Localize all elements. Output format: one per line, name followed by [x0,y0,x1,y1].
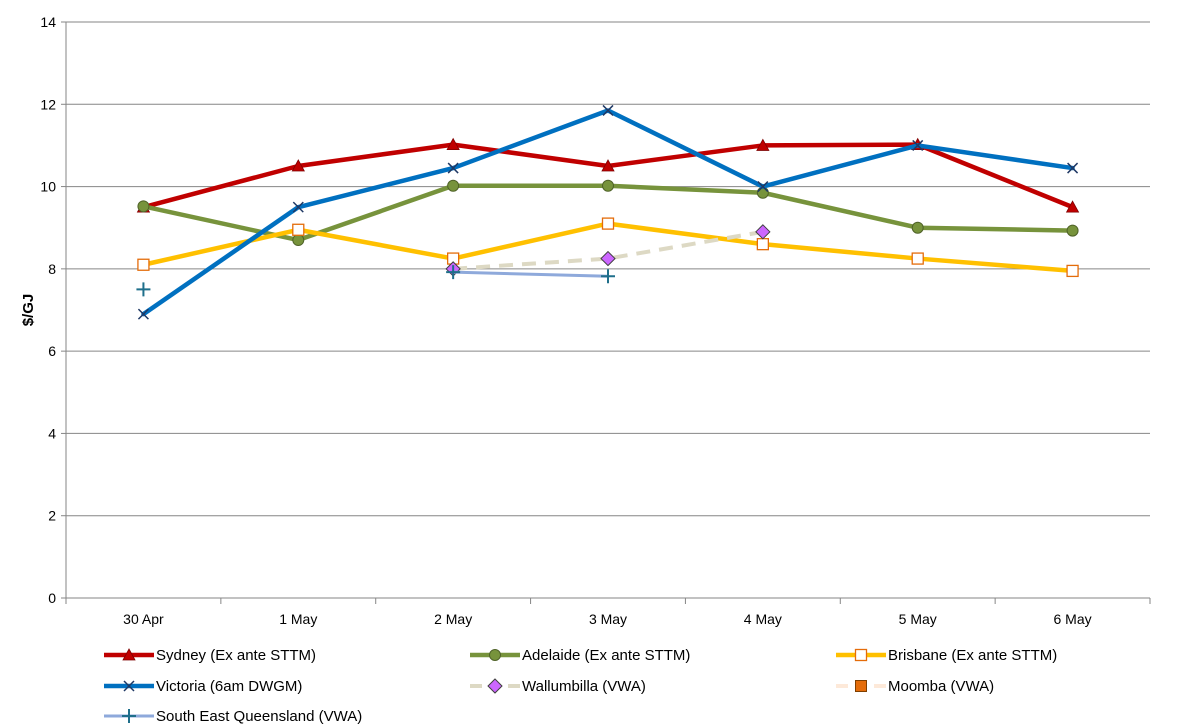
legend-label: Adelaide (Ex ante STTM) [522,647,690,664]
y-tick-label: 10 [40,179,56,195]
gridlines [66,21,1150,517]
data-point [292,201,304,213]
series-line [141,142,1075,210]
series-6 [136,265,615,297]
legend-item: Moomba (VWA) [836,678,994,695]
data-point [137,258,150,271]
y-tick-label: 14 [40,14,56,30]
x-tick-label: 6 May [1054,611,1092,627]
data-point [602,179,614,192]
series-1 [137,179,1079,247]
series-2 [137,217,1079,278]
data-point [1065,200,1080,213]
x-tick-label: 30 Apr [123,611,164,627]
x-tick-label: 3 May [589,611,627,627]
series-line [141,108,1075,317]
legend-item: Sydney (Ex ante STTM) [104,647,316,664]
legend-item: Wallumbilla (VWA) [470,678,646,695]
legend-item: Victoria (6am DWGM) [104,678,302,695]
data-point [1067,162,1079,174]
data-point [601,269,615,284]
legend-swatch-marker [122,709,136,723]
data-point [601,217,615,230]
legend-label: Moomba (VWA) [888,678,994,695]
y-tick-label: 6 [48,343,56,359]
y-tick-label: 4 [48,425,56,441]
data-point [601,159,615,172]
data-point [136,282,151,297]
series-line [453,229,764,271]
data-point [292,223,305,236]
x-tick-label: 1 May [279,611,317,627]
data-point [447,162,459,174]
data-point [756,138,770,151]
data-point [755,224,771,240]
legend-item: South East Queensland (VWA) [104,708,362,725]
series-lines [136,104,1080,320]
data-point [1066,264,1079,278]
legend-label: Sydney (Ex ante STTM) [156,647,316,664]
data-point [912,139,924,151]
legend-label: South East Queensland (VWA) [156,708,362,725]
data-point [756,186,769,199]
legend-swatch-marker [122,648,136,661]
data-point [756,238,770,251]
series-3 [137,104,1079,320]
data-point [447,179,460,192]
data-point [137,200,150,213]
data-point [291,159,305,172]
series-line [451,270,610,278]
data-point [137,308,149,320]
data-point [911,221,924,234]
data-point [446,265,461,280]
data-point [1066,224,1079,237]
x-tick-labels: 30 Apr 1 May 2 May 3 May 4 May 5 May 6 May [123,611,1091,627]
legend-swatch-marker [487,678,503,694]
x-tick-label: 4 May [744,611,782,627]
legend-swatch-marker [123,680,135,692]
y-tick-labels: 0 2 4 6 8 10 12 14 [40,14,56,606]
legend-label: Brisbane (Ex ante STTM) [888,647,1057,664]
y-tick-label: 8 [48,261,56,277]
data-point [446,137,460,151]
legend-label: Victoria (6am DWGM) [156,678,302,695]
legend-label: Wallumbilla (VWA) [522,678,646,695]
data-point [757,181,769,193]
data-point [600,250,616,267]
y-tick-label: 0 [48,590,56,606]
legend-swatch-marker [489,649,501,661]
axes [61,21,1151,604]
y-tick-label: 2 [48,508,56,524]
x-tick-label: 5 May [899,611,937,627]
y-tick-label: 12 [40,96,56,112]
data-point [911,252,924,265]
data-point [292,234,305,247]
x-tick-label: 2 May [434,611,472,627]
legend-swatch-marker [854,648,868,662]
legend-item: Brisbane (Ex ante STTM) [836,647,1057,664]
data-point [602,104,614,116]
legend-item: Adelaide (Ex ante STTM) [470,647,690,664]
legend: Sydney (Ex ante STTM) Adelaide (Ex ante S… [104,647,1057,725]
legend-swatch-marker [855,680,867,692]
y-axis-title: $/GJ [20,294,37,327]
